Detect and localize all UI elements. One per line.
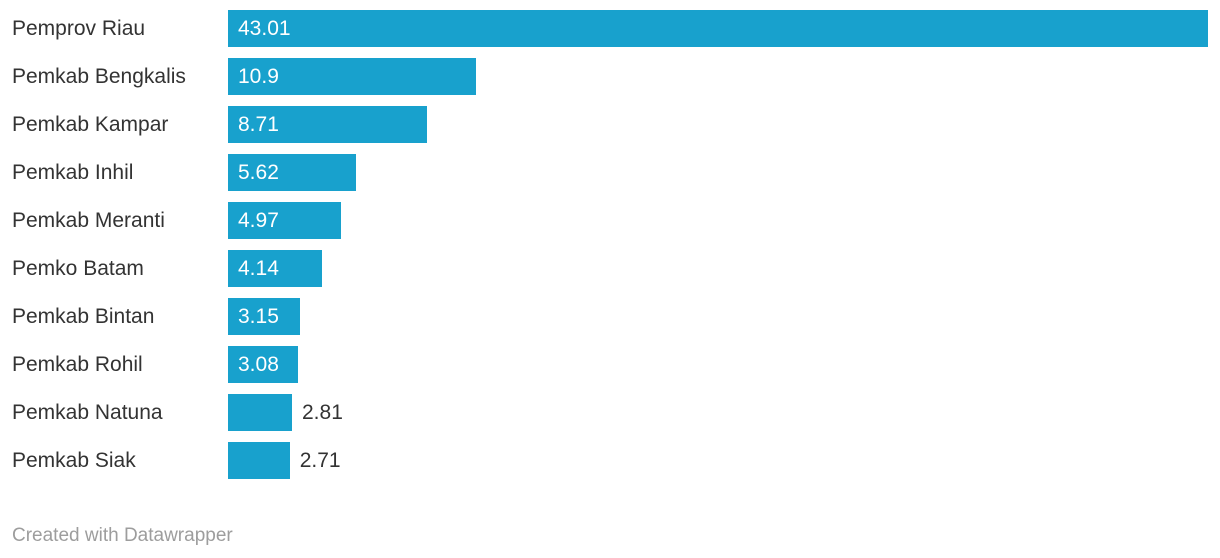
- bar-row: Pemkab Meranti 4.97: [0, 202, 1220, 239]
- value-label: 43.01: [238, 16, 291, 40]
- bar: 4.97: [228, 202, 342, 239]
- value-label: 10.9: [238, 64, 279, 88]
- bar-rows: Pemprov Riau 43.01 Pemkab Bengkalis 10.9 Pem…: [0, 10, 1220, 479]
- bar: 3.08: [228, 346, 299, 383]
- bar-row: Pemko Batam 4.14: [0, 250, 1220, 287]
- bar-track: 5.62: [228, 154, 1208, 191]
- bar-track: 43.01: [228, 10, 1208, 47]
- bar: [228, 442, 290, 479]
- bar: 3.15: [228, 298, 300, 335]
- category-label: Pemkab Rohil: [12, 352, 143, 376]
- bar-track: 8.71: [228, 106, 1208, 143]
- bar-track: 3.15: [228, 298, 1208, 335]
- bar-row: Pemkab Siak 2.71: [0, 442, 1220, 479]
- bar-track: 4.97: [228, 202, 1208, 239]
- bar-row: Pemkab Bengkalis 10.9: [0, 58, 1220, 95]
- bar-track: 10.9: [228, 58, 1208, 95]
- bar: 5.62: [228, 154, 357, 191]
- value-label: 3.08: [238, 352, 279, 376]
- category-label: Pemko Batam: [12, 256, 144, 280]
- category-label: Pemkab Siak: [12, 448, 136, 472]
- category-label: Pemkab Natuna: [12, 400, 163, 424]
- value-label: 4.97: [238, 208, 279, 232]
- bar: [228, 394, 292, 431]
- bar-track: 2.71: [228, 442, 1208, 479]
- bar-row: Pemkab Natuna 2.81: [0, 394, 1220, 431]
- category-label: Pemkab Meranti: [12, 208, 165, 232]
- bar-row: Pemprov Riau 43.01: [0, 10, 1220, 47]
- value-label: 5.62: [238, 160, 279, 184]
- category-label: Pemkab Inhil: [12, 160, 134, 184]
- bar-row: Pemkab Inhil 5.62: [0, 154, 1220, 191]
- bar-row: Pemkab Kampar 8.71: [0, 106, 1220, 143]
- bar: 10.9: [228, 58, 477, 95]
- value-label: 2.81: [302, 400, 343, 424]
- bar: 8.71: [228, 106, 427, 143]
- category-label: Pemkab Bintan: [12, 304, 155, 328]
- bar-row: Pemkab Bintan 3.15: [0, 298, 1220, 335]
- value-label: 2.71: [299, 448, 341, 472]
- category-label: Pemkab Bengkalis: [12, 64, 186, 88]
- datawrapper-credit-link[interactable]: Created with Datawrapper: [12, 525, 233, 546]
- bar-track: 4.14: [228, 250, 1208, 287]
- chart-footer: Created with Datawrapper: [0, 525, 1220, 547]
- category-label: Pemkab Kampar: [12, 112, 169, 136]
- category-label: Pemprov Riau: [12, 16, 146, 40]
- value-label: 4.14: [238, 256, 279, 280]
- bar-row: Pemkab Rohil 3.08: [0, 346, 1220, 383]
- bar: 4.14: [228, 250, 323, 287]
- bar: 43.01: [228, 10, 1208, 47]
- value-label: 3.15: [238, 304, 279, 328]
- bar-track: 3.08: [228, 346, 1208, 383]
- bar-track: 2.81: [228, 394, 1208, 431]
- value-label: 8.71: [238, 112, 279, 136]
